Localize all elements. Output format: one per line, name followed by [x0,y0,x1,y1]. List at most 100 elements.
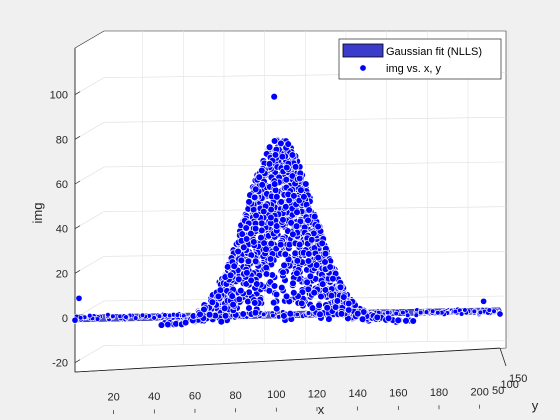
data-point [110,313,116,320]
z-tick [74,180,81,185]
z-tick-label: 40 [56,224,68,236]
data-point [258,181,266,189]
data-point [271,186,280,194]
data-point [312,261,321,269]
x-tick-label: 180 [430,387,448,399]
y-tick-label: 150 [509,373,527,385]
data-point [273,193,281,201]
data-point [353,309,362,318]
data-point [294,311,300,318]
data-point [297,186,305,194]
data-point [271,151,280,159]
data-point [358,315,367,323]
data-point [452,308,459,315]
data-point [250,238,258,246]
data-point [300,193,308,201]
data-point [393,310,399,317]
data-point [229,300,237,309]
data-point [251,308,260,317]
data-point [297,299,306,308]
data-point [323,304,331,312]
data-point [321,258,329,266]
data-point [237,286,245,295]
data-point [221,312,230,320]
data-point [255,173,263,181]
data-point [308,304,317,312]
data-point [278,152,287,161]
data-point [162,312,168,318]
x-tick-labels: 20 40 60 80 100 120 140 160 180 200 [108,386,489,415]
data-point [260,311,267,318]
data-point [257,219,266,228]
data-point [272,304,281,313]
data-point [242,235,251,243]
data-point [77,315,84,321]
x-tick-label: 120 [308,389,326,401]
data-point [237,256,246,265]
data-point [289,230,297,239]
data-point [462,307,468,313]
scatter-points [71,92,504,329]
y-tick-label: 100 [501,379,519,391]
data-point [242,224,250,232]
data-point [318,280,327,288]
data-point [272,222,281,230]
data-point [270,312,276,319]
data-point [259,207,268,216]
z-gridline [103,117,507,123]
data-point [293,208,301,216]
data-point [314,222,322,231]
data-point [279,216,287,224]
data-point [234,247,242,256]
data-point [305,310,312,316]
data-point [208,298,217,306]
legend-label-points: img vs. x, y [386,63,442,75]
data-point [423,309,430,315]
data-point [235,275,243,284]
data-point [139,312,146,319]
data-point [123,314,129,320]
data-point [327,291,336,300]
z-tick-label: 60 [56,179,68,191]
legend[interactable]: Gaussian fit (NLLS) img vs. x, y [338,38,502,80]
data-point [288,172,297,180]
data-point [279,268,287,277]
data-point [291,249,299,258]
data-point [157,321,166,329]
data-point [282,292,291,301]
data-point [265,287,274,295]
data-point [251,224,260,233]
data-point [417,309,424,316]
data-point [200,305,208,314]
data-point [304,257,313,265]
data-point [220,304,229,313]
data-point [75,294,83,302]
data-point [394,316,402,325]
data-point [306,272,315,281]
data-point [164,320,172,329]
x-tick-label: 100 [267,389,285,401]
z-tick [74,91,81,95]
data-point [245,304,253,312]
data-point [270,282,279,290]
z-tick-label: -20 [52,358,68,370]
data-point [315,301,323,310]
data-point [287,219,295,227]
data-point [310,288,318,297]
data-point [295,240,304,249]
legend-label-surface: Gaussian fit (NLLS) [386,46,482,58]
data-point [258,166,266,175]
data-point [290,192,298,200]
z-gridline [103,161,507,168]
data-point [409,317,417,325]
data-point [413,312,420,318]
data-point [293,269,301,277]
data-point [205,310,214,319]
z-axis-label: img [30,203,45,224]
data-point [458,311,465,317]
legend-surface-swatch [342,43,384,58]
data-point [292,222,301,230]
data-point [283,163,291,172]
data-point [384,314,393,323]
